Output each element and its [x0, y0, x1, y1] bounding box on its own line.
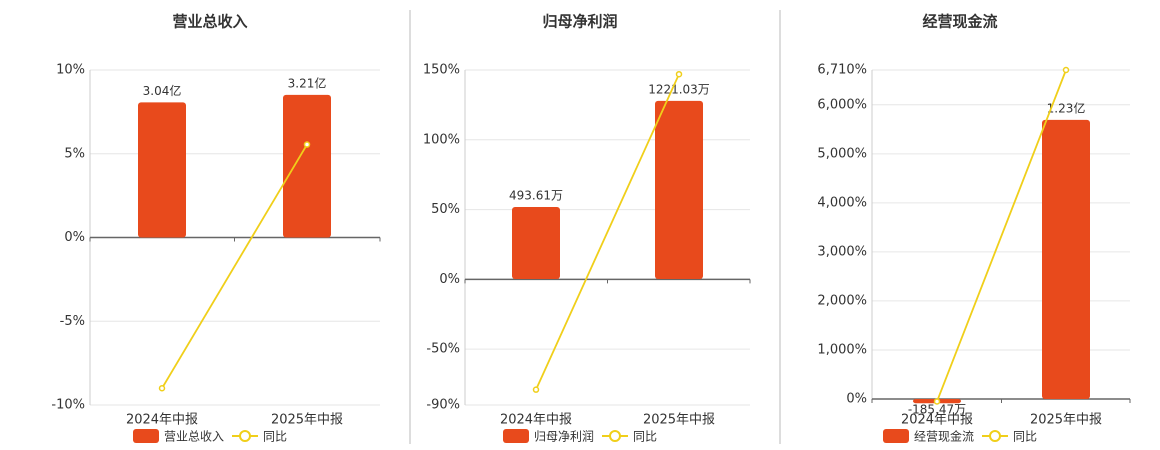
- y-tick-label: -5%: [60, 314, 85, 329]
- line-point: [532, 386, 540, 393]
- bar: [1042, 119, 1090, 400]
- y-tick-label: 6,710%: [817, 63, 867, 78]
- y-tick-label: 0%: [439, 272, 460, 287]
- x-tick-label: 2025年中报: [1030, 413, 1102, 428]
- line: [161, 144, 308, 389]
- value-label: 1.23亿: [1047, 100, 1086, 115]
- line: [936, 69, 1067, 402]
- x-tick-label: 2024年中报: [500, 413, 572, 428]
- legend-label: 同比: [263, 430, 287, 444]
- bar: [655, 100, 703, 279]
- legend-label: 归母净利润: [534, 430, 594, 444]
- y-tick-label: 0%: [64, 230, 85, 245]
- chart-title: 归母净利润: [542, 13, 617, 31]
- legend-label: 营业总收入: [164, 430, 224, 444]
- legend-label: 同比: [633, 430, 657, 444]
- bar: [138, 102, 186, 238]
- legend-swatch: [609, 430, 621, 442]
- y-tick-label: 4,000%: [817, 195, 867, 210]
- legend-swatch: [503, 429, 529, 443]
- line-point: [1062, 66, 1070, 74]
- line: [535, 73, 680, 391]
- y-tick-label: 6,000%: [817, 97, 867, 112]
- y-tick-label: 5,000%: [817, 146, 867, 161]
- value-label: 493.61万: [509, 189, 563, 203]
- y-tick-label: -90%: [426, 398, 460, 413]
- legend-label: 同比: [1013, 430, 1037, 444]
- y-tick-label: 10%: [56, 63, 85, 78]
- legend-swatch: [133, 429, 159, 443]
- chart-title: 经营现金流: [922, 13, 997, 31]
- bar: [512, 207, 560, 279]
- x-tick-label: 2025年中报: [643, 413, 715, 428]
- legend-swatch: [883, 429, 909, 443]
- y-tick-label: 150%: [423, 63, 460, 78]
- legend-swatch: [239, 430, 251, 442]
- line-point: [933, 398, 941, 405]
- y-tick-label: 2,000%: [817, 293, 867, 308]
- value-label: 1221.03万: [648, 82, 710, 96]
- y-tick-label: 50%: [431, 202, 460, 217]
- x-tick-label: 2024年中报: [901, 413, 973, 428]
- chart-title: 营业总收入: [172, 13, 247, 31]
- y-tick-label: -10%: [51, 398, 85, 413]
- y-tick-label: 1,000%: [817, 342, 867, 357]
- legend-label: 经营现金流: [914, 429, 974, 444]
- y-tick-label: -50%: [426, 342, 460, 357]
- line-point: [303, 141, 311, 148]
- y-tick-label: 3,000%: [817, 244, 867, 259]
- x-tick-label: 2025年中报: [271, 413, 343, 428]
- x-tick-label: 2024年中报: [126, 413, 198, 428]
- y-tick-label: 100%: [423, 132, 460, 147]
- value-label: 3.04亿: [143, 83, 182, 98]
- bar: [283, 94, 331, 238]
- line-point: [675, 70, 683, 78]
- value-label: 3.21亿: [288, 75, 327, 90]
- y-tick-label: 0%: [846, 392, 867, 407]
- value-label: -185.47万: [908, 403, 966, 417]
- line-point: [158, 385, 166, 392]
- y-tick-label: 5%: [64, 146, 85, 161]
- legend-swatch: [989, 430, 1001, 442]
